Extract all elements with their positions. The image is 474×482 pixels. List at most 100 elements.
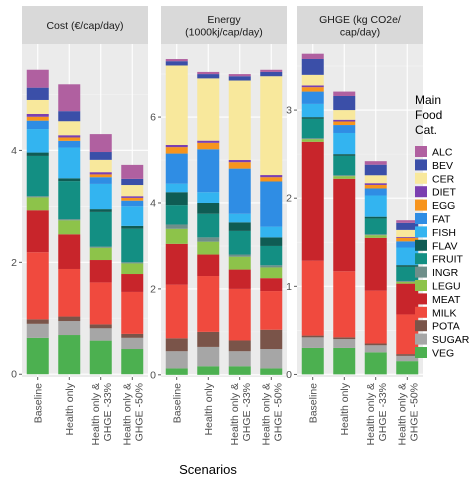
- bar-segment-cer: [364, 175, 387, 184]
- bar-segment-sugar: [364, 345, 387, 353]
- y-tick-label: 3: [286, 105, 292, 117]
- bar-segment-legu: [333, 176, 356, 179]
- bar-segment-alc: [396, 220, 419, 223]
- bar-segment-fish: [333, 132, 356, 155]
- bar-segment-ingr: [260, 265, 283, 268]
- y-tick-label: 0: [11, 369, 17, 381]
- bar-segment-bev: [364, 164, 387, 176]
- y-tick-label: 2: [11, 257, 17, 269]
- bar-segment-fish: [26, 129, 49, 153]
- y-tick-label: 2: [150, 283, 156, 295]
- bar-segment-bev: [197, 74, 220, 79]
- bar-segment-pota: [197, 331, 220, 347]
- bar-segment-fat: [89, 177, 112, 184]
- bar-segment-egg: [121, 197, 144, 201]
- x-tick-label-line: Baseline: [32, 383, 44, 423]
- bar-segment-diet: [396, 236, 419, 238]
- bar-segment-veg: [333, 347, 356, 375]
- bar-segment-legu: [197, 241, 220, 255]
- bar-segment-flav: [26, 152, 49, 156]
- bar-segment-flav: [89, 209, 112, 212]
- legend-title: Main: [415, 93, 441, 107]
- x-tick-label: Health only: [203, 382, 215, 435]
- legend-key-bev: [415, 159, 427, 171]
- bar-segment-fish: [165, 183, 188, 193]
- bar-segment-alc: [26, 69, 49, 88]
- bar-segment-sugar: [228, 351, 251, 367]
- bar-segment-diet: [260, 175, 283, 178]
- legend-key-cer: [415, 172, 427, 184]
- bar-segment-bev: [89, 152, 112, 160]
- y-tick-label: 0: [286, 369, 292, 381]
- y-tick-label: 6: [150, 112, 156, 124]
- bar-segment-meat: [26, 210, 49, 253]
- bar-segment-fat: [260, 181, 283, 227]
- legend-label-milk: MILK: [432, 307, 457, 319]
- x-tick-label: Health only: [339, 382, 351, 435]
- bar-segment-flav: [58, 178, 81, 182]
- x-tick-label-line: Health only: [339, 382, 351, 435]
- bar-segment-fat: [333, 125, 356, 133]
- legend-key-legu: [415, 280, 427, 291]
- bar-segment-legu: [396, 281, 419, 284]
- bar-segment-veg: [89, 340, 112, 375]
- panel-1: Cost (€/cap/day) 0 2 4 Baseline Health only He…: [11, 6, 148, 445]
- legend-key-alc: [415, 146, 427, 157]
- legend-label-meat: MEAT: [432, 294, 461, 306]
- bar-segment-egg: [89, 174, 112, 178]
- x-tick-label: Health only &GHGE -50%: [396, 383, 420, 445]
- bar-segment-fat: [228, 168, 251, 214]
- panel-title: Energy: [207, 14, 241, 26]
- legend-key-meat: [415, 293, 427, 305]
- bar-segment-ingr: [165, 224, 188, 229]
- bar-segment-cer: [197, 78, 220, 141]
- bar-segment-fruit: [333, 155, 356, 176]
- bar-segment-fish: [364, 195, 387, 217]
- bar-segment-fat: [197, 149, 220, 193]
- bar-segment-milk: [89, 282, 112, 325]
- bar-segment-meat: [333, 178, 356, 272]
- bar-segment-milk: [121, 291, 144, 334]
- x-tick-label: Health only &GHGE -33%: [90, 383, 114, 445]
- bar-segment-sugar: [121, 337, 144, 350]
- bar-segment-milk: [260, 291, 283, 330]
- bar-segment-fruit: [89, 211, 112, 247]
- x-tick-label-line: Health only &: [260, 383, 272, 445]
- legend-key-sugar: [415, 333, 427, 345]
- bar-segment-legu: [228, 256, 251, 270]
- bar-segment-milk: [396, 314, 419, 355]
- legend-key-flav: [415, 239, 427, 251]
- x-tick-label-line: Baseline: [171, 383, 183, 423]
- x-tick-label-line: Health only &: [365, 383, 377, 445]
- panel-title: (1000kj/cap/day): [185, 27, 263, 39]
- panel-title: GHGE (kg CO2e/: [319, 14, 401, 26]
- bar-segment-flav: [121, 225, 144, 229]
- bar-segment-fish: [301, 103, 324, 118]
- panel-3: GHGE (kg CO2e/cap/day) 0 1 2 3 Baseline Health…: [286, 6, 423, 445]
- bar-segment-sugar: [396, 355, 419, 362]
- bar-segment-fruit: [301, 118, 324, 139]
- bar-segment-alc: [121, 164, 144, 179]
- legend-label-legu: LEGU: [432, 281, 461, 293]
- bar-segment-ingr: [89, 246, 112, 248]
- bar-segment-veg: [260, 368, 283, 375]
- bar-segment-cer: [260, 76, 283, 176]
- bar-segment-flav: [197, 202, 220, 214]
- x-tick-label: Health only &GHGE -50%: [260, 383, 284, 445]
- bar-segment-meat: [228, 269, 251, 289]
- legend-label-fish: FISH: [432, 227, 456, 239]
- legend-label-egg: EGG: [432, 200, 455, 212]
- legend-key-egg: [415, 199, 427, 211]
- bar-segment-bev: [301, 58, 324, 75]
- bar-segment-diet: [333, 119, 356, 122]
- bar-segment-bev: [228, 76, 251, 81]
- bar-segment-fruit: [165, 205, 188, 225]
- bar-segment-milk: [301, 260, 324, 336]
- bar-segment-alc: [197, 71, 220, 75]
- legend-key-milk: [415, 306, 427, 318]
- bar-segment-pota: [260, 329, 283, 350]
- bar-segment-sugar: [197, 346, 220, 367]
